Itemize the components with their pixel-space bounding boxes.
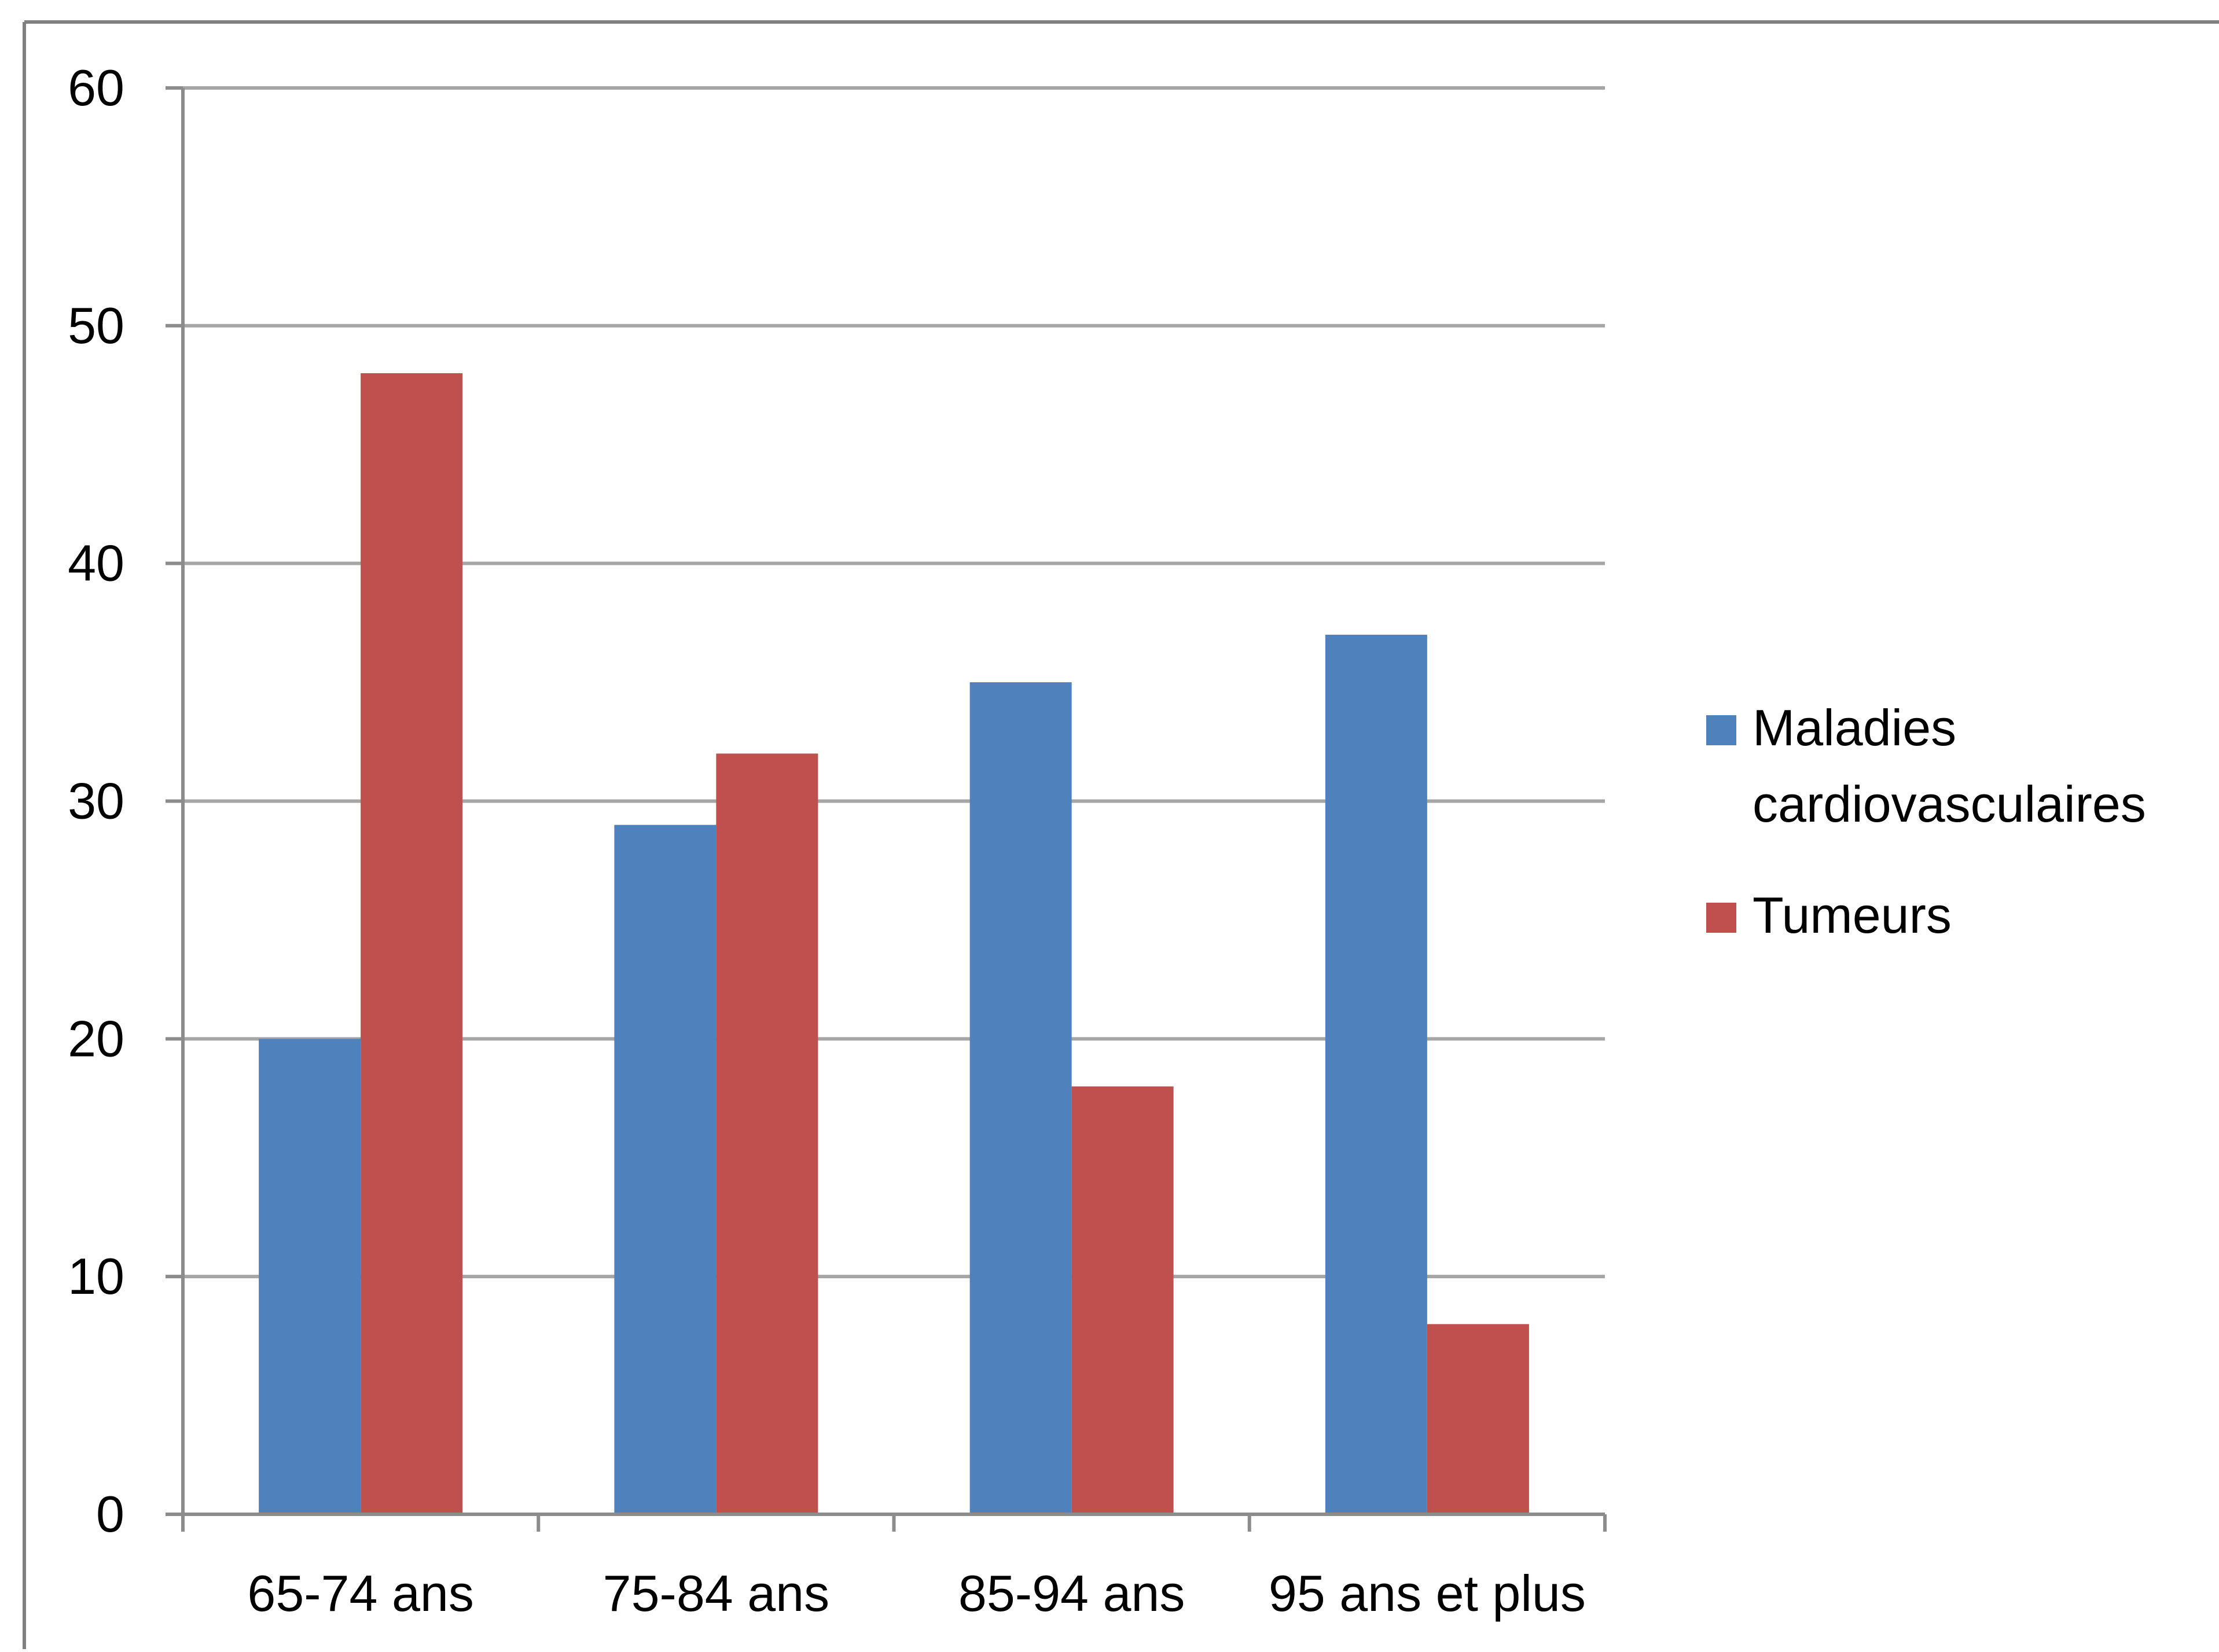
y-tick-label: 20 (68, 1010, 124, 1067)
bar-tumeurs (716, 753, 818, 1514)
y-tick-label: 50 (68, 297, 124, 354)
bar-maladies-cardiovasculaires (969, 682, 1072, 1514)
y-tick-label: 30 (68, 772, 124, 830)
legend-swatch-maladies-cardiovasculaires (1706, 715, 1736, 745)
y-tick-label: 0 (96, 1485, 124, 1543)
legend-swatch-tumeurs (1706, 903, 1736, 933)
x-category-label: 85-94 ans (958, 1565, 1185, 1622)
legend-label: Maladies (1753, 699, 1956, 756)
legend-label: cardiovasculaires (1753, 775, 2146, 833)
y-tick-label: 40 (68, 535, 124, 592)
bar-maladies-cardiovasculaires (614, 825, 717, 1514)
bar-maladies-cardiovasculaires (1325, 634, 1427, 1514)
bar-maladies-cardiovasculaires (259, 1039, 361, 1514)
bar-tumeurs (1071, 1086, 1174, 1514)
x-category-label: 75-84 ans (603, 1565, 829, 1622)
x-category-label: 95 ans et plus (1269, 1565, 1586, 1622)
x-category-label: 65-74 ans (247, 1565, 473, 1622)
y-tick-label: 10 (68, 1248, 124, 1305)
y-tick-label: 60 (68, 59, 124, 116)
legend-label: Tumeurs (1753, 886, 1952, 944)
bar-tumeurs (361, 373, 463, 1514)
bar-tumeurs (1427, 1324, 1529, 1514)
